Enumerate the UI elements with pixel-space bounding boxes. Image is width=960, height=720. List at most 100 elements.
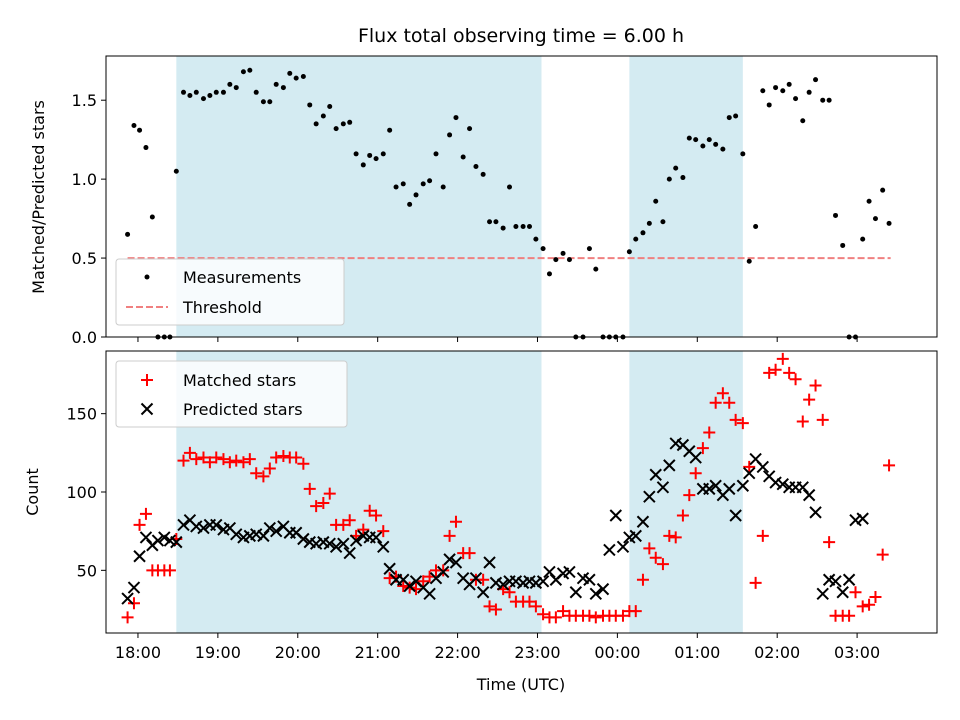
predicted-stars-point bbox=[816, 587, 829, 601]
matched-stars-point bbox=[676, 509, 689, 522]
measurement-point bbox=[149, 214, 155, 220]
measurement-point bbox=[253, 89, 259, 95]
measurement-point bbox=[872, 216, 878, 222]
top-legend-box bbox=[115, 258, 345, 326]
x-tick-label-8: 02:00 bbox=[754, 643, 800, 662]
measurement-point bbox=[433, 151, 439, 157]
measurement-point bbox=[460, 154, 466, 160]
predicted-stars-point bbox=[856, 512, 869, 525]
measurement-point bbox=[513, 223, 519, 229]
legend-measurements-label: Measurements bbox=[183, 268, 301, 287]
predicted-stars-point bbox=[596, 582, 610, 596]
legend-threshold-label: Threshold bbox=[182, 298, 262, 317]
matched-stars-point bbox=[883, 459, 896, 472]
measurement-point bbox=[240, 69, 246, 75]
x-axis-label: Time (UTC) bbox=[476, 675, 565, 694]
matched-stars-point bbox=[417, 575, 430, 588]
matched-stars-point bbox=[656, 558, 669, 571]
matched-stars-point bbox=[823, 536, 836, 549]
matched-stars-point bbox=[557, 605, 570, 618]
predicted-stars-point bbox=[349, 534, 363, 547]
top-y-axis-label: Matched/Predicted stars bbox=[29, 100, 48, 294]
measurement-point bbox=[233, 85, 239, 91]
matched-stars-point bbox=[463, 547, 476, 560]
predicted-stars-point bbox=[269, 524, 283, 538]
matched-stars-point bbox=[696, 442, 709, 455]
measurement-point bbox=[387, 127, 393, 133]
measurement-point bbox=[493, 219, 499, 225]
matched-stars-point bbox=[397, 580, 410, 592]
predicted-stars-point bbox=[709, 479, 722, 492]
matched-stars-point bbox=[343, 514, 356, 527]
predicted-stars-point bbox=[443, 553, 456, 566]
predicted-stars-point bbox=[133, 550, 146, 563]
matched-stars-point bbox=[477, 573, 490, 586]
matched-stars-point bbox=[449, 515, 462, 528]
predicted-stars-point bbox=[197, 521, 210, 535]
predicted-stars-point bbox=[536, 575, 550, 588]
matched-stars-point bbox=[729, 413, 742, 426]
measurement-point bbox=[280, 85, 286, 91]
predicted-stars-point bbox=[743, 466, 756, 480]
bottom-y-tick-label-2: 150 bbox=[66, 405, 97, 424]
measurement-point bbox=[340, 121, 346, 127]
matched-stars-point bbox=[437, 564, 450, 577]
x-tick-label-0: 18:00 bbox=[115, 643, 161, 662]
matched-stars-point bbox=[803, 393, 816, 406]
predicted-stars-point bbox=[729, 509, 742, 522]
measurement-point bbox=[633, 236, 639, 242]
predicted-stars-point bbox=[509, 575, 523, 588]
top-legend: Measurements Threshold bbox=[115, 258, 345, 326]
measurement-point bbox=[886, 220, 892, 226]
measurement-point bbox=[653, 198, 659, 204]
measurement-point bbox=[693, 137, 699, 143]
matched-stars-point bbox=[629, 605, 642, 618]
matched-stars-point bbox=[769, 363, 782, 376]
bottom-observing-window-1 bbox=[629, 351, 743, 633]
bottom-y-tick-label-0: 50 bbox=[77, 561, 97, 580]
matched-stars-point bbox=[716, 387, 729, 400]
matched-stars-point bbox=[843, 609, 856, 622]
measurement-point bbox=[333, 126, 339, 132]
measurement-point bbox=[646, 220, 652, 226]
x-tick-label-5: 23:00 bbox=[514, 643, 560, 662]
measurement-point bbox=[313, 121, 319, 127]
measurement-point bbox=[227, 81, 233, 87]
x-tick-label-2: 20:00 bbox=[275, 643, 321, 662]
predicted-stars-point bbox=[616, 540, 630, 554]
measurement-point bbox=[593, 266, 599, 272]
measurement-point bbox=[307, 102, 313, 108]
legend-predicted-label: Predicted stars bbox=[183, 400, 303, 419]
measurement-point bbox=[746, 258, 752, 264]
measurement-point bbox=[586, 246, 592, 252]
matched-stars-point bbox=[663, 529, 676, 542]
measurement-point bbox=[700, 143, 706, 149]
matched-stars-point bbox=[237, 456, 250, 469]
matched-stars-point bbox=[290, 451, 303, 464]
predicted-stars-point bbox=[802, 488, 816, 502]
measurement-point bbox=[713, 141, 719, 147]
matched-stars-point bbox=[310, 500, 323, 513]
chart-title: Flux total observing time = 6.00 h bbox=[358, 25, 684, 47]
measurement-point bbox=[487, 219, 493, 225]
matched-stars-point bbox=[297, 457, 310, 470]
measurement-point bbox=[260, 99, 266, 105]
measurement-point bbox=[793, 96, 799, 102]
matched-stars-point bbox=[549, 611, 562, 624]
predicted-stars-point bbox=[603, 543, 616, 557]
predicted-stars-point bbox=[809, 506, 822, 519]
matched-stars-point bbox=[583, 609, 596, 622]
x-tick-label-7: 01:00 bbox=[674, 643, 720, 662]
measurement-point bbox=[813, 77, 819, 83]
top-y-tick-label-2: 1.0 bbox=[72, 170, 97, 189]
predicted-stars-point bbox=[829, 575, 842, 588]
predicted-stars-point bbox=[589, 587, 603, 601]
matched-stars-point bbox=[589, 611, 602, 624]
matched-stars-point bbox=[703, 426, 716, 439]
predicted-stars-point bbox=[663, 459, 676, 472]
matched-stars-point bbox=[443, 529, 456, 542]
matched-stars-point bbox=[643, 542, 656, 555]
predicted-stars-point bbox=[583, 573, 596, 586]
measurement-point bbox=[293, 75, 299, 81]
bottom-legend-box bbox=[115, 360, 348, 428]
